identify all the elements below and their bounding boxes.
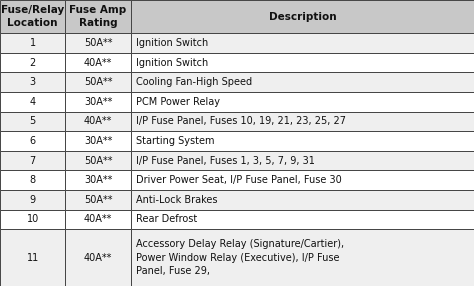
Bar — [65, 170, 131, 190]
Bar — [65, 151, 131, 170]
Text: Ignition Switch: Ignition Switch — [136, 38, 208, 48]
Bar — [0, 170, 65, 190]
Text: 30A**: 30A** — [84, 175, 112, 185]
Text: 7: 7 — [29, 156, 36, 166]
Text: 11: 11 — [27, 253, 39, 263]
Text: Fuse/Relay
Location: Fuse/Relay Location — [1, 5, 64, 28]
Bar — [131, 0, 474, 33]
Bar — [65, 112, 131, 131]
Bar — [131, 33, 474, 53]
Bar — [65, 72, 131, 92]
Text: 50A**: 50A** — [84, 38, 112, 48]
Bar — [65, 210, 131, 229]
Text: 50A**: 50A** — [84, 195, 112, 205]
Bar — [131, 72, 474, 92]
Bar — [65, 92, 131, 112]
Bar — [131, 112, 474, 131]
Text: Description: Description — [269, 12, 336, 22]
Bar — [65, 131, 131, 151]
Bar — [0, 0, 65, 33]
Text: Driver Power Seat, I/P Fuse Panel, Fuse 30: Driver Power Seat, I/P Fuse Panel, Fuse … — [136, 175, 341, 185]
Bar — [131, 210, 474, 229]
Bar — [0, 92, 65, 112]
Text: 8: 8 — [30, 175, 36, 185]
Text: 40A**: 40A** — [84, 58, 112, 68]
Bar — [65, 190, 131, 210]
Bar — [131, 53, 474, 72]
Text: 50A**: 50A** — [84, 156, 112, 166]
Text: Accessory Delay Relay (Signature/Cartier),
Power Window Relay (Executive), I/P F: Accessory Delay Relay (Signature/Cartier… — [136, 239, 344, 276]
Bar — [0, 190, 65, 210]
Bar — [65, 229, 131, 286]
Text: 30A**: 30A** — [84, 136, 112, 146]
Bar — [0, 53, 65, 72]
Bar — [131, 229, 474, 286]
Text: PCM Power Relay: PCM Power Relay — [136, 97, 219, 107]
Text: Rear Defrost: Rear Defrost — [136, 214, 197, 225]
Text: I/P Fuse Panel, Fuses 10, 19, 21, 23, 25, 27: I/P Fuse Panel, Fuses 10, 19, 21, 23, 25… — [136, 116, 346, 126]
Bar — [131, 151, 474, 170]
Bar — [0, 131, 65, 151]
Bar — [131, 190, 474, 210]
Text: 40A**: 40A** — [84, 116, 112, 126]
Text: Anti-Lock Brakes: Anti-Lock Brakes — [136, 195, 217, 205]
Text: 10: 10 — [27, 214, 39, 225]
Text: Ignition Switch: Ignition Switch — [136, 58, 208, 68]
Text: 2: 2 — [29, 58, 36, 68]
Bar — [131, 92, 474, 112]
Text: 9: 9 — [30, 195, 36, 205]
Text: Starting System: Starting System — [136, 136, 214, 146]
Bar — [0, 229, 65, 286]
Bar — [131, 131, 474, 151]
Bar — [65, 53, 131, 72]
Text: Fuse Amp
Rating: Fuse Amp Rating — [70, 5, 127, 28]
Text: 3: 3 — [30, 77, 36, 87]
Bar — [65, 0, 131, 33]
Text: 40A**: 40A** — [84, 253, 112, 263]
Bar — [0, 112, 65, 131]
Text: 30A**: 30A** — [84, 97, 112, 107]
Text: 4: 4 — [30, 97, 36, 107]
Text: 5: 5 — [29, 116, 36, 126]
Bar — [0, 33, 65, 53]
Bar — [131, 170, 474, 190]
Text: 50A**: 50A** — [84, 77, 112, 87]
Bar — [0, 210, 65, 229]
Text: I/P Fuse Panel, Fuses 1, 3, 5, 7, 9, 31: I/P Fuse Panel, Fuses 1, 3, 5, 7, 9, 31 — [136, 156, 314, 166]
Text: Cooling Fan-High Speed: Cooling Fan-High Speed — [136, 77, 252, 87]
Text: 1: 1 — [30, 38, 36, 48]
Text: 6: 6 — [30, 136, 36, 146]
Bar — [65, 33, 131, 53]
Bar — [0, 72, 65, 92]
Text: 40A**: 40A** — [84, 214, 112, 225]
Bar — [0, 151, 65, 170]
